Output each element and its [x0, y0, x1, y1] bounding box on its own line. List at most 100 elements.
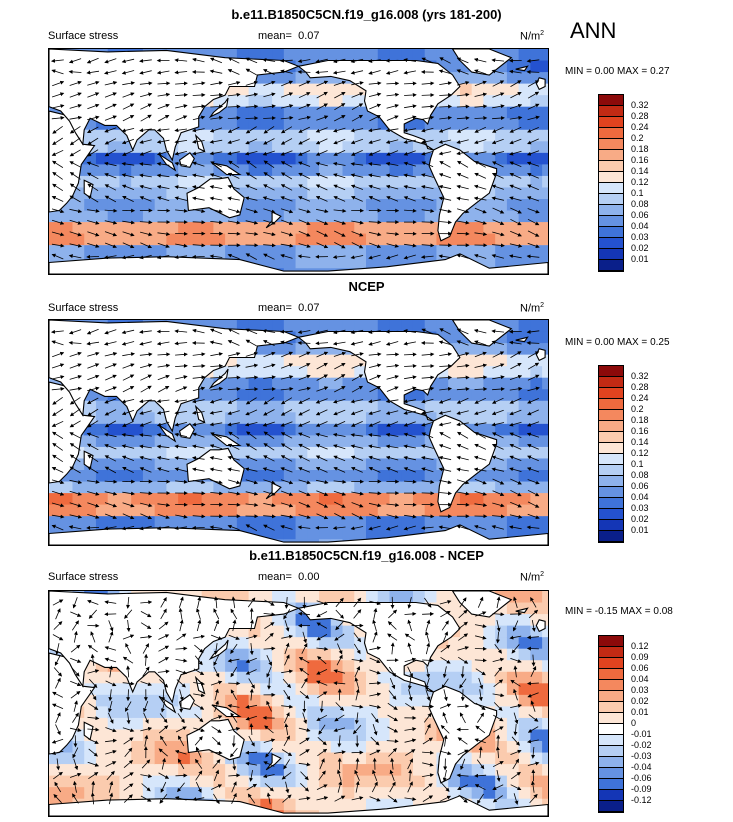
colorbar-swatch — [599, 183, 623, 194]
land-eurasia — [49, 320, 300, 433]
colorbar-tick-label: 0.2 — [631, 133, 644, 143]
colorbar-swatch — [599, 432, 623, 443]
colorbar-tick-label: -0.01 — [631, 729, 652, 739]
colorbar-tick-label: 0.28 — [631, 111, 649, 121]
land-borneo — [178, 152, 195, 168]
colorbar-tick-label: -0.03 — [631, 751, 652, 761]
panel-3-variable-label: Surface stress — [48, 571, 119, 583]
land-newzealand — [265, 753, 282, 771]
panel-1-units: N/m2 — [520, 30, 545, 43]
colorbar-tick-label: 0.02 — [631, 514, 649, 524]
colorbar-tick-label: 0.12 — [631, 641, 649, 651]
colorbar-tick-label: 0.03 — [631, 232, 649, 242]
colorbar-swatch — [599, 476, 623, 487]
colorbar-swatch — [599, 520, 623, 531]
colorbar-swatch — [599, 106, 623, 117]
land-philippines — [194, 133, 206, 153]
colorbar-swatch — [599, 227, 623, 238]
panel-2-mean-text: mean= — [258, 302, 292, 314]
colorbar-tick-label: -0.12 — [631, 795, 652, 805]
colorbar-swatch — [599, 150, 623, 161]
colorbar-swatch — [599, 487, 623, 498]
land-newzealand — [265, 211, 282, 229]
land-sumatra — [158, 424, 177, 443]
colorbar-swatch — [599, 139, 623, 150]
colorbar-swatch — [599, 801, 623, 812]
colorbar-swatch — [599, 388, 623, 399]
colorbar-swatch — [599, 779, 623, 790]
colorbar-swatch — [599, 249, 623, 260]
stress-vectors — [51, 57, 540, 260]
colorbar-tick-label: 0.1 — [631, 459, 644, 469]
panel-1-mean-text: mean= — [258, 30, 292, 42]
panel-2-variable-label: Surface stress — [48, 302, 119, 314]
land-sumatra — [158, 153, 177, 172]
panel-3-mean-text: mean= — [258, 571, 292, 583]
colorbar-tick-label: 0.18 — [631, 144, 649, 154]
panel-3-mean-label: mean= 0.00 — [258, 571, 320, 583]
panel-3-colorbar: 0.12 0.09 0.06 0.04 0.03 0.02 0.01 0 -0.01 -0.02-… — [598, 635, 652, 813]
panel-3-map — [48, 590, 549, 817]
colorbar-swatch — [599, 746, 623, 757]
land-newzealand — [265, 482, 282, 500]
colorbar-swatch — [599, 410, 623, 421]
stress-vectors — [51, 596, 540, 805]
land-philippines — [194, 404, 206, 424]
colorbar-tick-label: 0.1 — [631, 188, 644, 198]
colorbar-tick-label: 0 — [631, 718, 637, 728]
colorbar-tick-label: 0.08 — [631, 199, 649, 209]
colorbar-swatch — [599, 399, 623, 410]
map-canvas — [49, 591, 548, 816]
colorbar-tick-label: 0.03 — [631, 503, 649, 513]
land-japan — [208, 368, 229, 390]
colorbar-tick-label: 0.06 — [631, 481, 649, 491]
colorbar-swatch — [599, 205, 623, 216]
land-masses — [49, 49, 548, 274]
colorbar-tick-label: 0.32 — [631, 371, 649, 381]
colorbar-swatch — [599, 194, 623, 205]
colorbar-swatch — [599, 768, 623, 779]
colorbar-swatch — [599, 128, 623, 139]
colorbar-swatch — [599, 790, 623, 801]
colorbar-tick-label: 0.14 — [631, 437, 649, 447]
colorbar-swatch — [599, 713, 623, 724]
land-iceland — [515, 607, 529, 614]
colorbar-swatch — [599, 454, 623, 465]
panel-1-minmax: MIN = 0.00 MAX = 0.27 — [565, 66, 670, 77]
panel-2-colorbar: 0.32 0.28 0.24 0.2 0.18 0.16 0.14 0.12 0.1 0.08 0.… — [598, 365, 649, 543]
panel-3-title: b.e11.B1850C5CN.f19_g16.008 - NCEP — [249, 548, 484, 563]
panel-2-map — [48, 319, 549, 546]
colorbar-swatch — [599, 465, 623, 476]
colorbar-tick-label: 0.01 — [631, 707, 649, 717]
panel-1-map — [48, 48, 549, 275]
colorbar-tick-label: 0.04 — [631, 674, 649, 684]
colorbar-swatch — [599, 531, 623, 542]
colorbar-tick-label: 0.16 — [631, 155, 649, 165]
colorbar-tick-label: 0.04 — [631, 221, 649, 231]
colorbar-tick-label: 0.06 — [631, 210, 649, 220]
land-japan — [208, 97, 229, 119]
colorbar-tick-label: 0.04 — [631, 492, 649, 502]
colorbar-swatch — [599, 498, 623, 509]
colorbar-tick-label: 0.2 — [631, 404, 644, 414]
colorbar-swatch — [599, 443, 623, 454]
colorbar-tick-label: 0.01 — [631, 254, 649, 264]
colorbar-swatch — [599, 735, 623, 746]
colorbar-swatch — [599, 95, 623, 106]
colorbar-tick-label: 0.28 — [631, 382, 649, 392]
colorbar-tick-label: 0.03 — [631, 685, 649, 695]
colorbar-tick-label: 0.12 — [631, 177, 649, 187]
land-eurasia — [49, 49, 300, 162]
colorbar-swatch — [599, 260, 623, 271]
map-canvas — [49, 320, 548, 545]
panel-3-mean-value: 0.00 — [298, 571, 320, 583]
colorbar-swatch — [599, 669, 623, 680]
panel-2-mean-value: 0.07 — [298, 302, 320, 314]
colorbar-swatch — [599, 366, 623, 377]
colorbar-swatch — [599, 421, 623, 432]
panel-3-units: N/m2 — [520, 571, 545, 584]
colorbar-tick-label: -0.04 — [631, 762, 652, 772]
colorbar-tick-label: 0.08 — [631, 470, 649, 480]
panel-2-title: NCEP — [348, 279, 385, 294]
colorbar-swatch — [599, 647, 623, 658]
